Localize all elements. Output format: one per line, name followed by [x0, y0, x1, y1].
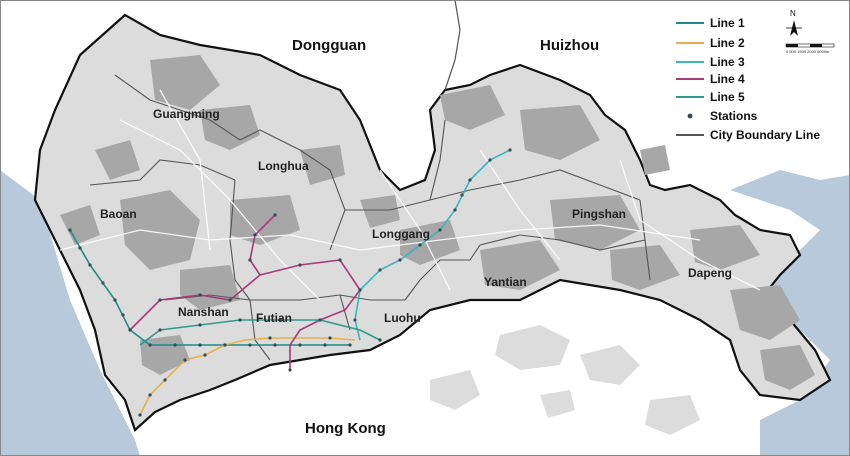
legend-label-line-2: Line 2	[710, 36, 745, 50]
legend-label-line-3: Line 3	[710, 55, 745, 69]
label-dongguan: Dongguan	[292, 37, 366, 54]
label-luohu: Luohu	[384, 311, 421, 325]
line-2-route	[139, 337, 356, 416]
scale-bar: 0 500 1500 2000 5000m	[785, 43, 835, 54]
label-huizhou: Huizhou	[540, 37, 599, 54]
label-dapeng: Dapeng	[688, 266, 732, 280]
stations	[68, 148, 512, 417]
neighbor-boundary	[444, 0, 461, 91]
legend-swatch-stations	[687, 113, 693, 119]
line-5-route	[139, 319, 381, 346]
legend: Line 1 Line 2 Line 3 Line 4 Line 5 Stati…	[676, 16, 820, 142]
label-nanshan: Nanshan	[178, 305, 229, 319]
legend-label-line-1: Line 1	[710, 16, 745, 30]
north-arrow-icon: N	[786, 9, 802, 36]
label-pingshan: Pingshan	[572, 207, 626, 221]
legend-label-line-4: Line 4	[710, 72, 745, 86]
label-longgang: Longgang	[372, 227, 430, 241]
label-futian: Futian	[256, 311, 292, 325]
district-boundaries	[89, 74, 651, 361]
scale-label: 0 500 1500 2000 5000m	[786, 49, 830, 54]
legend-label-boundary: City Boundary Line	[710, 128, 820, 142]
line-4-route	[249, 214, 361, 370]
sea-west	[0, 170, 140, 456]
roads	[59, 89, 761, 301]
label-longhua: Longhua	[258, 159, 309, 173]
north-label: N	[790, 9, 796, 18]
label-yantian: Yantian	[484, 275, 527, 289]
label-baoan: Baoan	[100, 207, 137, 221]
label-hong-kong: Hong Kong	[305, 420, 386, 437]
terrain-patches	[60, 55, 815, 390]
legend-label-line-5: Line 5	[710, 90, 745, 104]
islands	[430, 325, 700, 435]
label-guangming: Guangming	[153, 107, 220, 121]
legend-label-stations: Stations	[710, 109, 758, 123]
